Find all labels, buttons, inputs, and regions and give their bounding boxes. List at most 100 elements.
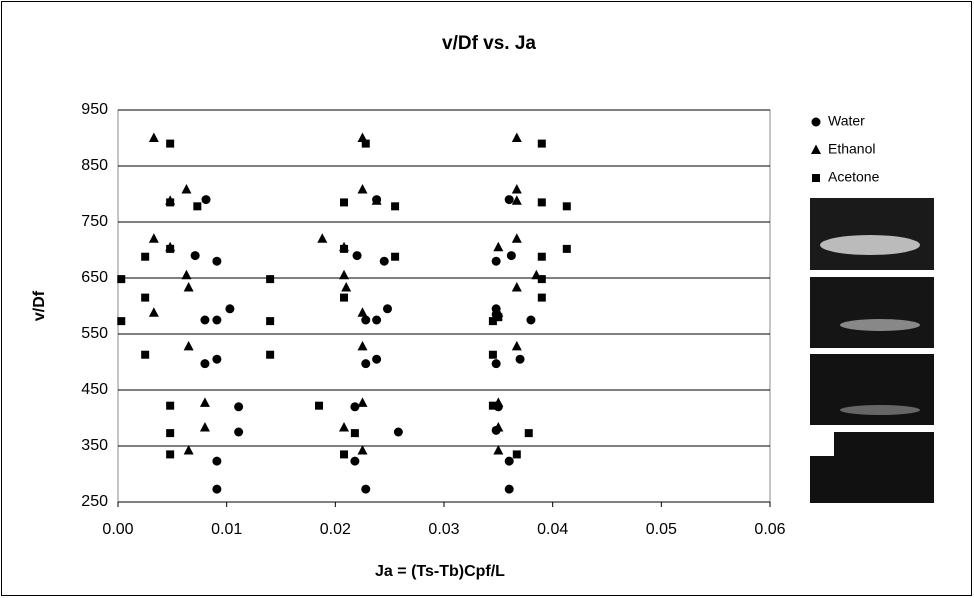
point [201, 195, 211, 205]
point [512, 450, 521, 459]
legend-marker [812, 174, 820, 182]
point [357, 397, 368, 407]
point [372, 354, 382, 364]
point [181, 269, 192, 280]
photo [810, 456, 836, 503]
photos [810, 198, 934, 503]
point [537, 198, 546, 207]
point [350, 402, 360, 412]
point [504, 484, 514, 494]
point [493, 444, 504, 455]
point [372, 315, 382, 325]
point [212, 354, 222, 364]
point [317, 233, 328, 243]
point [562, 244, 571, 253]
point [562, 202, 571, 211]
y-tick-label: 450 [81, 381, 108, 398]
legend-marker [811, 117, 821, 127]
x-tick-label: 0.00 [102, 521, 133, 538]
y-tick-label: 650 [81, 269, 108, 286]
y-tick-label: 750 [81, 213, 108, 230]
x-tick-label: 0.04 [537, 521, 568, 538]
point [361, 139, 370, 148]
point [352, 251, 362, 261]
y-tick-label: 850 [81, 157, 108, 174]
y-tick-label: 550 [81, 325, 108, 342]
point [494, 313, 503, 322]
legend-label: Acetone [828, 169, 880, 185]
y-tick-label: 250 [81, 493, 108, 510]
point [266, 350, 275, 359]
point [193, 202, 202, 211]
point [212, 315, 222, 325]
point [488, 317, 497, 326]
x-tick-label: 0.01 [211, 521, 242, 538]
point [537, 139, 546, 148]
point [493, 422, 504, 432]
photo-detail [820, 235, 920, 255]
point [266, 317, 275, 326]
point [199, 397, 210, 407]
point [361, 359, 371, 369]
photo [810, 277, 934, 348]
point [491, 256, 501, 266]
point [488, 350, 497, 359]
point [200, 315, 210, 325]
point [148, 233, 159, 243]
photo-detail [840, 405, 920, 415]
point [504, 195, 514, 205]
point [200, 359, 210, 369]
point [511, 340, 522, 351]
x-tick-label: 0.05 [646, 521, 677, 538]
point [537, 252, 546, 261]
point [141, 293, 150, 302]
legend-label: Water [828, 113, 865, 129]
point [357, 184, 368, 194]
point [488, 401, 497, 410]
legend-label: Ethanol [828, 141, 875, 157]
point [350, 456, 360, 466]
point [212, 256, 222, 266]
point [515, 354, 525, 364]
point [266, 275, 275, 284]
point [183, 340, 194, 351]
point [357, 444, 368, 455]
point [524, 429, 533, 438]
point [493, 241, 504, 252]
point [357, 340, 368, 351]
point [511, 195, 522, 205]
point [511, 282, 522, 292]
point [166, 244, 175, 253]
x-tick-label: 0.03 [428, 521, 459, 538]
point [234, 427, 244, 437]
point [537, 275, 546, 284]
point [183, 282, 194, 292]
x-axis-label: Ja = (Ts-Tb)Cpf/L [375, 563, 505, 580]
y-axis-label: v/Df [31, 290, 48, 321]
point [212, 456, 222, 466]
point [340, 450, 349, 459]
point [350, 429, 359, 438]
point [212, 484, 222, 494]
point [504, 456, 514, 466]
point [341, 282, 352, 292]
legend-marker [811, 144, 821, 154]
point [166, 401, 175, 410]
point [183, 444, 194, 455]
point [391, 202, 400, 211]
point [371, 195, 382, 205]
point [166, 198, 175, 207]
point [117, 275, 126, 284]
point [181, 184, 192, 194]
chart-title: v/Df vs. Ja [442, 33, 536, 54]
point [234, 402, 244, 412]
point [190, 251, 200, 261]
point [511, 184, 522, 194]
point [199, 422, 210, 432]
point [340, 198, 349, 207]
point [382, 304, 392, 314]
point [361, 484, 371, 494]
point [339, 269, 350, 280]
